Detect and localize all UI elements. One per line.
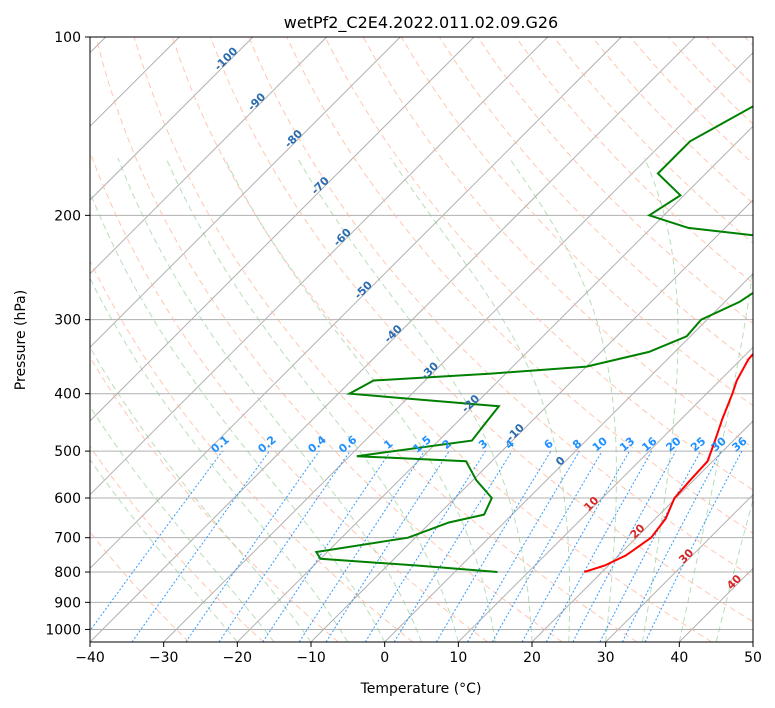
mixing-ratio-line xyxy=(644,450,743,642)
dry-adiabat-line xyxy=(515,37,753,284)
dewpoint-line xyxy=(314,105,753,573)
temperature-line xyxy=(583,352,753,573)
mixing-ratio-line xyxy=(491,450,603,642)
y-tick-label: 500 xyxy=(54,444,81,460)
y-axis-label: Pressure (hPa) xyxy=(13,290,29,390)
dry-adiabat-line xyxy=(324,37,753,491)
isotherm-line xyxy=(531,420,753,642)
mixing-ratio-line xyxy=(262,450,392,642)
mixing-ratio-line xyxy=(572,450,677,642)
mixing-ratio-line xyxy=(218,450,351,642)
isotherm-line xyxy=(384,272,753,642)
dry-adiabat-line xyxy=(210,37,753,623)
mixing-ratio-line xyxy=(545,450,653,642)
mixing-ratio-line xyxy=(185,450,320,642)
x-tick-label: 50 xyxy=(744,650,762,666)
dry-adiabat-line xyxy=(90,445,264,642)
mixing-ratio-line xyxy=(325,450,450,642)
mixing-ratio-line xyxy=(90,450,223,632)
chart-title: wetPf2_C2E4.2022.011.02.09.G26 xyxy=(284,13,558,33)
isotherm-line xyxy=(90,37,622,570)
dry-adiabat-line xyxy=(286,37,753,534)
dry-adiabat-line xyxy=(248,37,753,578)
isotherm-line xyxy=(605,493,753,642)
plot-frame xyxy=(89,36,754,643)
dry-adiabat-line xyxy=(95,37,563,642)
x-axis: −40 −30 −20 −10 0 10 20 30 40 50 xyxy=(75,642,762,666)
x-tick-label: 40 xyxy=(670,650,688,666)
isotherm-line xyxy=(90,37,549,496)
x-tick-label: −20 xyxy=(223,650,253,666)
moist-adiabat-line xyxy=(642,157,679,642)
moist-adiabat-line xyxy=(90,277,349,642)
mixing-ratio-line xyxy=(298,450,425,642)
moist-adiabat-line xyxy=(117,157,422,642)
dry-adiabat-line xyxy=(171,37,712,642)
dry-adiabat-line xyxy=(90,356,339,642)
y-tick-label: 900 xyxy=(54,595,81,611)
x-tick-label: −30 xyxy=(149,650,179,666)
isotherm-line xyxy=(90,37,475,422)
y-tick-label: 700 xyxy=(54,531,81,547)
x-tick-label: 0 xyxy=(380,650,389,666)
y-tick-label: 800 xyxy=(54,565,81,581)
y-tick-label: 200 xyxy=(54,208,81,224)
x-tick-label: 20 xyxy=(523,650,541,666)
moist-adiabat-line xyxy=(90,190,386,642)
moist-adiabat-line xyxy=(390,157,571,642)
y-tick-label: 600 xyxy=(54,491,81,507)
moist-adiabat-line xyxy=(678,264,753,642)
dry-adiabat-line xyxy=(133,37,638,642)
data-lines xyxy=(314,105,753,573)
x-tick-label: 10 xyxy=(449,650,467,666)
x-tick-label: 30 xyxy=(597,650,615,666)
y-tick-label: 300 xyxy=(54,313,81,329)
mixing-ratio-line xyxy=(521,450,630,642)
moist-adiabat-line xyxy=(165,157,459,642)
moist-adiabat-line xyxy=(296,157,533,642)
y-axis: 100 200 300 400 500 600 700 800 900 1000 xyxy=(45,30,90,638)
isotherm-line xyxy=(457,346,753,642)
y-tick-label: 100 xyxy=(54,30,81,46)
isotherm-line xyxy=(236,125,753,642)
x-tick-label: −10 xyxy=(296,650,326,666)
isotherm-line xyxy=(90,37,328,275)
x-tick-label: −40 xyxy=(75,650,105,666)
mixing-ratio-line xyxy=(393,450,513,642)
x-axis-label: Temperature (°C) xyxy=(360,681,482,697)
dry-adiabat-line xyxy=(90,259,414,642)
moist-adiabat-line xyxy=(90,458,238,642)
moist-adiabat-line xyxy=(715,498,753,642)
moist-adiabat-line xyxy=(90,405,275,642)
y-tick-label: 400 xyxy=(54,387,81,403)
moist-adiabat-line xyxy=(90,346,312,642)
background-lines xyxy=(90,37,753,642)
isotherm-line xyxy=(90,37,401,349)
moist-adiabat-line xyxy=(508,157,617,642)
mixing-ratio-line xyxy=(131,450,270,642)
mixing-ratio-line xyxy=(621,450,722,642)
isotherm-line xyxy=(163,51,753,642)
isotherm-line xyxy=(90,37,254,201)
y-tick-label: 1000 xyxy=(45,622,81,638)
